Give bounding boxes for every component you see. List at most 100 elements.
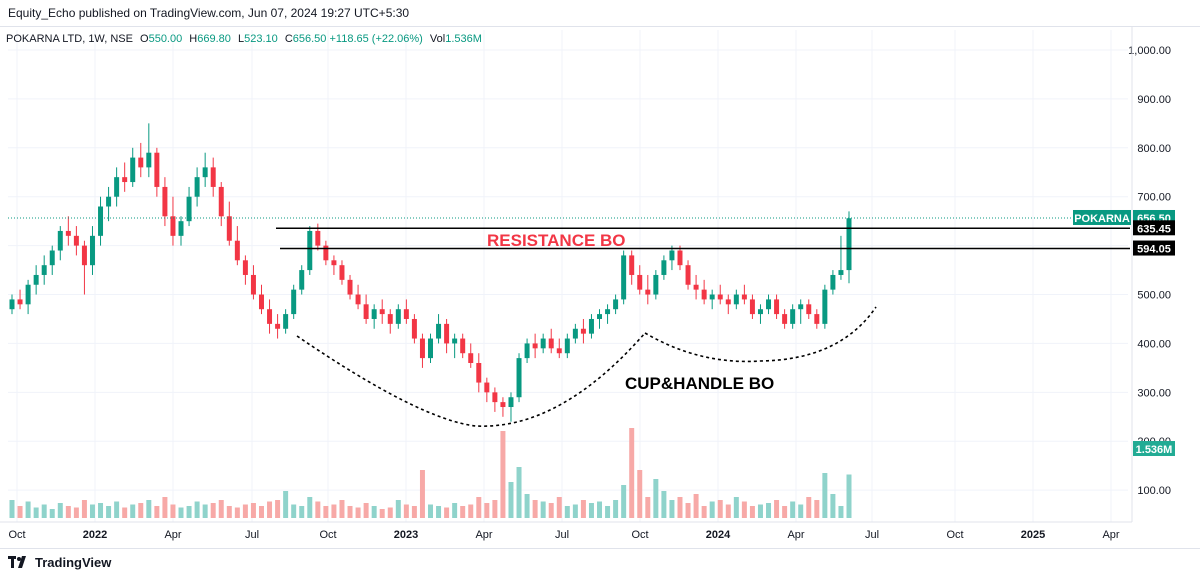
candle-body (65, 230, 71, 236)
candle-body (500, 402, 506, 408)
candle-body (379, 309, 385, 315)
candle-body (774, 299, 780, 315)
volume-bar (757, 504, 763, 518)
axes: 1,000.00900.00800.00700.00600.00500.0040… (0, 26, 1175, 541)
x-tick-label: Apr (475, 529, 492, 541)
tradingview-brand[interactable]: TradingView (35, 554, 112, 570)
candle-body (17, 299, 23, 305)
volume-bar (250, 503, 256, 518)
level-label-lower-bg (1133, 240, 1175, 256)
x-tick-label: Oct (319, 529, 336, 541)
x-tick-label: Oct (631, 529, 648, 541)
candle-body (114, 177, 120, 197)
volume-bar (331, 504, 337, 518)
y-tick-label: 500.00 (1137, 290, 1171, 302)
volume-bar (130, 504, 136, 518)
candle-body (186, 196, 192, 222)
volume-bar (403, 504, 409, 518)
y-tick-label: 900.00 (1137, 94, 1171, 106)
candle-body (572, 328, 578, 339)
candle-body (267, 309, 273, 324)
volume-bar (154, 506, 160, 518)
volume-bar (299, 506, 305, 518)
candle-body (138, 157, 144, 168)
candle-body (275, 323, 281, 329)
volume-bar (814, 500, 820, 518)
volume-bar (428, 504, 433, 518)
candle-body (307, 230, 313, 271)
candle-body (460, 338, 466, 354)
candle-body (323, 245, 329, 261)
candle-body (725, 299, 731, 305)
candle-body (73, 235, 79, 246)
volume-bar (379, 509, 385, 518)
chart-frame[interactable] (0, 26, 1200, 549)
volume-bar (210, 503, 216, 518)
volume-bar (500, 431, 506, 518)
candle-body (25, 284, 31, 305)
volume-bar (65, 506, 71, 518)
volume-bars (9, 428, 852, 518)
y-tick-label: 300.00 (1137, 387, 1171, 399)
price-chart[interactable]: RESISTANCE BO CUP&HANDLE BO 1,000.00 900.0… (0, 0, 1200, 550)
volume-bar (291, 504, 297, 518)
candle-body (468, 353, 474, 363)
volume-bar (653, 479, 659, 518)
candle-body (355, 294, 361, 305)
x-tick-label: Apr (1102, 529, 1119, 541)
volume-bar (242, 504, 248, 518)
y-tick-label: 400.00 (1137, 338, 1171, 350)
volume-bar (790, 501, 796, 518)
candle-body (347, 279, 353, 295)
x-tick-label: 2022 (83, 529, 107, 541)
x-tick-label: Jul (865, 529, 879, 541)
candle-body (548, 338, 554, 349)
candle-body (226, 216, 232, 241)
volume-axis-label-bg (1133, 441, 1175, 456)
volume-bar (669, 500, 675, 518)
volume-bar (363, 503, 369, 518)
volume-bar (484, 503, 490, 518)
symbol-name[interactable]: POKARNA LTD, 1W, NSE (6, 33, 133, 45)
volume-bar (749, 506, 755, 518)
candle-body (315, 230, 321, 246)
candle-body (814, 314, 820, 324)
volume-bar (846, 474, 852, 518)
x-tick-label: Jul (555, 529, 569, 541)
volume-bar (307, 497, 313, 518)
candle-body (766, 299, 772, 310)
candle-body (685, 265, 691, 285)
volume-bar (226, 506, 232, 518)
candle-body (122, 177, 128, 183)
volume-bar (283, 491, 289, 518)
candle-body (637, 274, 643, 290)
volume-bar (178, 507, 184, 518)
candle-body (597, 314, 603, 319)
symbol-legend[interactable]: POKARNA LTD, 1W, NSE O550.00 H669.80 L52… (6, 31, 482, 47)
x-tick-label: Oct (8, 529, 25, 541)
volume-bar (395, 500, 401, 518)
candle-body (645, 289, 651, 295)
volume-bar (146, 500, 152, 518)
volume-bar (371, 506, 377, 518)
low-label: L (237, 33, 245, 45)
candle-body (822, 289, 828, 324)
candle-body (653, 274, 659, 295)
volume-bar (629, 428, 635, 518)
volume-bar (194, 501, 200, 518)
level-label-upper: 635.45 (1137, 223, 1171, 235)
candles (9, 123, 852, 422)
cup-handle-bo-annotation: CUP&HANDLE BO (625, 374, 774, 393)
candle-body (476, 362, 482, 383)
candle-body (154, 152, 160, 187)
volume-bar (524, 494, 530, 518)
volume-bar (516, 467, 522, 518)
level-label-upper-bg (1133, 220, 1175, 236)
volume-bar (275, 500, 281, 518)
volume-bar (419, 470, 425, 518)
handle-curve (644, 306, 877, 363)
volume-bar (57, 503, 63, 518)
symbol-price-tag: POKARNA (1074, 213, 1130, 225)
volume-bar (218, 500, 224, 518)
tradingview-logo-icon (8, 556, 26, 568)
